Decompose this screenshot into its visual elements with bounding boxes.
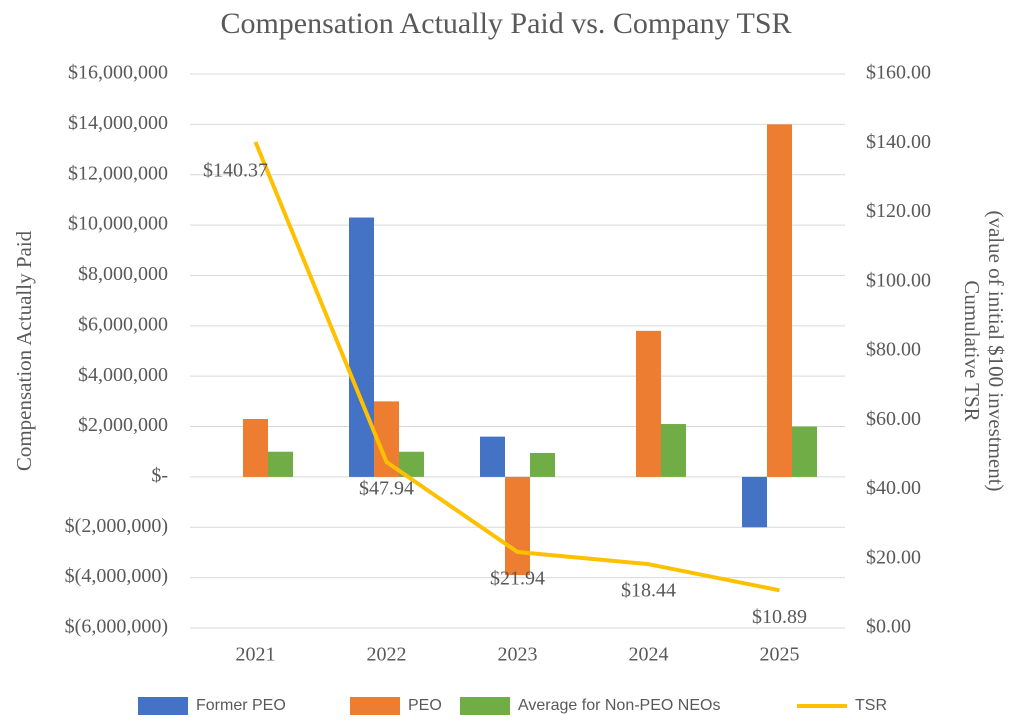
y-tick-label: $14,000,000 bbox=[68, 112, 168, 134]
y2-axis-title: (value of initial $100 investment) bbox=[984, 210, 1008, 491]
legend-label: TSR bbox=[855, 697, 887, 714]
bar bbox=[480, 436, 505, 477]
y2-tick-label: $20.00 bbox=[866, 546, 921, 568]
legend-label: Average for Non-PEO NEOs bbox=[518, 697, 720, 714]
y-tick-label: $8,000,000 bbox=[78, 263, 168, 285]
tsr-line bbox=[253, 141, 780, 593]
data-label: $18.44 bbox=[621, 580, 676, 602]
y-tick-label: $(6,000,000) bbox=[65, 616, 168, 638]
bar bbox=[636, 330, 661, 477]
y-tick-label: $16,000,000 bbox=[68, 62, 168, 84]
y2-axis-title: Cumulative TSR bbox=[960, 280, 984, 421]
bar bbox=[661, 424, 686, 477]
y2-tick-label: $140.00 bbox=[866, 131, 931, 153]
y2-tick-label: $80.00 bbox=[866, 339, 921, 361]
y2-tick-label: $120.00 bbox=[866, 200, 931, 222]
y2-tick-label: $160.00 bbox=[866, 62, 931, 84]
bar bbox=[268, 451, 293, 477]
bar bbox=[243, 418, 268, 477]
data-label: $10.89 bbox=[752, 606, 807, 628]
legend-swatch bbox=[350, 697, 400, 715]
y-tick-label: $10,000,000 bbox=[68, 213, 168, 235]
data-label: $21.94 bbox=[490, 568, 545, 590]
y-tick-label: $12,000,000 bbox=[68, 162, 168, 184]
y-tick-label: $(4,000,000) bbox=[65, 565, 168, 587]
y2-tick-label: $60.00 bbox=[866, 408, 921, 430]
legend-swatch bbox=[138, 697, 188, 715]
bar bbox=[505, 476, 530, 576]
legend-swatch bbox=[460, 697, 510, 715]
data-label: $47.94 bbox=[359, 478, 414, 500]
x-tick-label: 2021 bbox=[236, 644, 276, 666]
x-tick-label: 2023 bbox=[498, 644, 538, 666]
y-tick-label: $4,000,000 bbox=[78, 364, 168, 386]
legend-label: PEO bbox=[408, 697, 442, 714]
y2-tick-label: $0.00 bbox=[866, 616, 911, 638]
x-tick-label: 2024 bbox=[629, 644, 669, 666]
y2-tick-label: $100.00 bbox=[866, 269, 931, 291]
legend-label: Former PEO bbox=[196, 697, 286, 714]
x-tick-label: 2022 bbox=[367, 644, 407, 666]
y-tick-label: $6,000,000 bbox=[78, 313, 168, 335]
bar bbox=[742, 476, 767, 528]
y-tick-label: $- bbox=[151, 465, 168, 487]
data-label: $140.37 bbox=[203, 160, 268, 182]
y-axis-title: Compensation Actually Paid bbox=[12, 230, 36, 471]
y2-tick-label: $40.00 bbox=[866, 477, 921, 499]
x-tick-label: 2025 bbox=[760, 644, 800, 666]
bar bbox=[792, 426, 817, 477]
y-tick-label: $(2,000,000) bbox=[65, 515, 168, 537]
bar bbox=[349, 217, 374, 477]
bar bbox=[767, 124, 792, 477]
chart-title: Compensation Actually Paid vs. Company T… bbox=[220, 7, 791, 40]
y-tick-label: $2,000,000 bbox=[78, 414, 168, 436]
bar bbox=[530, 452, 555, 477]
